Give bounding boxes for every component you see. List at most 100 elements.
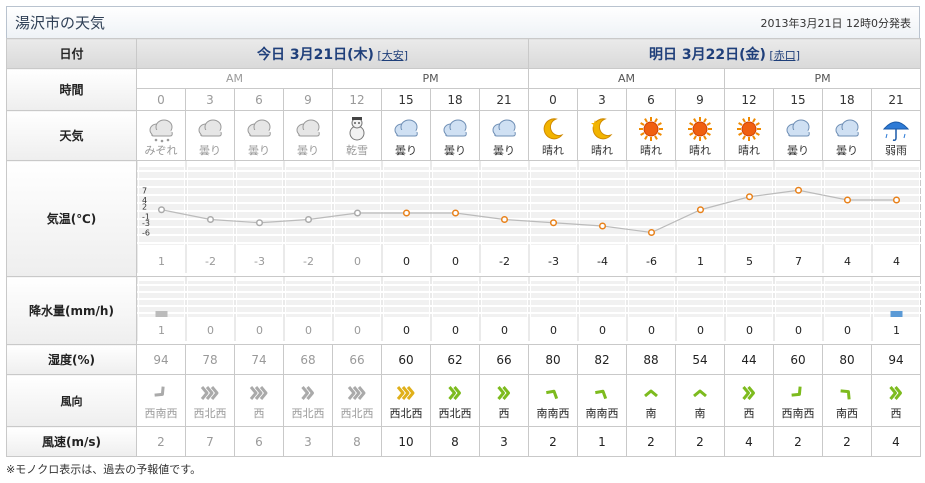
weather-cell: 曇り (381, 110, 431, 161)
wind-speed-cell: 2 (136, 426, 186, 457)
wind-arrow-wrap (676, 381, 724, 405)
cloud-icon (247, 119, 271, 136)
humidity-cell: 66 (479, 344, 529, 375)
wind-direction-cell: 西 (479, 374, 529, 427)
wind-speed-cell: 3 (479, 426, 529, 457)
wind-direction-cell: 西 (871, 374, 921, 427)
wind-direction-row: 風向 西南西 西北西西西北西 西北西 西北西 西北西西南南西 南南西南南西西南西 南西西 (6, 374, 921, 427)
humidity-cell: 60 (381, 344, 431, 375)
hour-cell: 3 (577, 88, 627, 111)
hour-cell: 18 (430, 88, 480, 111)
temperature-value: 0 (354, 255, 361, 268)
moon-star-icon (591, 117, 613, 139)
hour-cell: 0 (136, 88, 186, 111)
wind-arrow-wrap (333, 381, 381, 405)
temperature-value: -6 (646, 255, 657, 268)
moon-icon (543, 117, 564, 139)
hour-cell: 0 (528, 88, 578, 111)
am-label-tomorrow: AM (528, 68, 725, 89)
sun-icon (639, 116, 663, 141)
hour-cell: 21 (871, 88, 921, 111)
humidity-cell: 60 (773, 344, 823, 375)
sun-icon (688, 116, 712, 141)
wind-direction-cell: 西南西 (136, 374, 186, 427)
wind-direction-text: 西北西 (438, 406, 472, 420)
precipitation-value: 0 (795, 324, 802, 337)
wind-arrow-wrap (431, 381, 479, 405)
humidity-cell: 62 (430, 344, 480, 375)
precipitation-value: 0 (452, 324, 459, 337)
temperature-value: 4 (844, 255, 851, 268)
wind-direction-text: 南南西 (536, 406, 570, 420)
wind-speed-cell: 2 (822, 426, 872, 457)
weather-text: 晴れ (738, 143, 760, 157)
temperature-value: -3 (254, 255, 265, 268)
weather-text: 晴れ (689, 143, 711, 157)
weather-text: 晴れ (591, 143, 613, 157)
wind-direction-text: 西北西 (193, 406, 227, 420)
hour-row: 0 3 6 9 12 15 18 21 0 3 6 9 12 15 18 21 (7, 88, 921, 111)
temperature-value: 1 (158, 255, 165, 268)
sun-icon (737, 116, 761, 141)
precipitation-value: 0 (550, 324, 557, 337)
hour-cell: 12 (332, 88, 382, 111)
wind-direction-cell: 南 (626, 374, 676, 427)
wind-speed-row: 風速(m/s) 2 7 6 3 8 10 8 3 2 1 2 2 4 2 2 4 (6, 426, 921, 457)
precipitation-value: 0 (844, 324, 851, 337)
weather-label: 天気 (6, 110, 137, 161)
temperature-value: 5 (746, 255, 753, 268)
wind-arrow-icon (546, 389, 559, 399)
hour-cell: 15 (773, 88, 823, 111)
issued-time: 2013年3月21日 12時0分発表 (760, 16, 911, 30)
wind-arrow-wrap (382, 381, 430, 405)
weather-cell: 晴れ (577, 110, 627, 161)
page-title: 湯沢市の天気 (15, 14, 106, 32)
cloud-icon (394, 119, 418, 136)
precipitation-label: 降水量(mm/h) (6, 276, 137, 345)
temp-axis-tick: -3 (142, 219, 150, 228)
cloud-icon (443, 119, 467, 136)
weather-text: 曇り (297, 143, 319, 157)
wind-arrow-wrap (284, 381, 332, 405)
rokuyo-tomorrow-link[interactable]: [赤口] (769, 48, 800, 62)
weather-icon-wrap (774, 114, 822, 144)
wind-direction-text: 南南西 (585, 406, 619, 420)
wind-arrow-wrap (774, 381, 822, 405)
precipitation-value: 0 (354, 324, 361, 337)
weather-cell: 乾雪 (332, 110, 382, 161)
wind-speed-cell: 1 (577, 426, 627, 457)
wind-direction-text: 西南西 (781, 406, 815, 420)
temperature-point (892, 196, 901, 204)
weather-cell: 晴れ (675, 110, 725, 161)
temperature-point (157, 206, 166, 214)
hour-cell: 9 (283, 88, 333, 111)
weather-icon-wrap (823, 114, 871, 144)
wind-direction-text: 南 (694, 406, 706, 420)
wind-arrow-icon (889, 385, 902, 400)
wind-direction-label: 風向 (6, 374, 137, 427)
weather-text: 曇り (199, 143, 221, 157)
temperature-point (304, 215, 313, 224)
temperature-point (500, 215, 509, 224)
snowman-icon (349, 116, 365, 140)
precipitation-value: 0 (648, 324, 655, 337)
weather-icon-wrap (676, 114, 724, 144)
humidity-cell: 74 (234, 344, 284, 375)
wind-direction-cell: 西北西 (185, 374, 235, 427)
weather-cell: 晴れ (724, 110, 774, 161)
wind-arrow-icon (742, 385, 755, 400)
temperature-point (402, 209, 411, 217)
wind-speed-cell: 6 (234, 426, 284, 457)
temperature-point (647, 228, 656, 237)
wind-speed-cell: 4 (871, 426, 921, 457)
weather-text: 弱雨 (885, 143, 907, 157)
rokuyo-today-link[interactable]: [大安] (377, 48, 408, 62)
precipitation-value: 0 (501, 324, 508, 337)
precipitation-value: 0 (305, 324, 312, 337)
wind-direction-cell: 西北西 (332, 374, 382, 427)
weather-icon-wrap (872, 114, 920, 144)
wind-arrow-icon (249, 385, 268, 400)
wind-speed-cell: 4 (724, 426, 774, 457)
time-label: 時間 (6, 68, 137, 111)
temp-axis-tick: -1 (142, 212, 150, 221)
